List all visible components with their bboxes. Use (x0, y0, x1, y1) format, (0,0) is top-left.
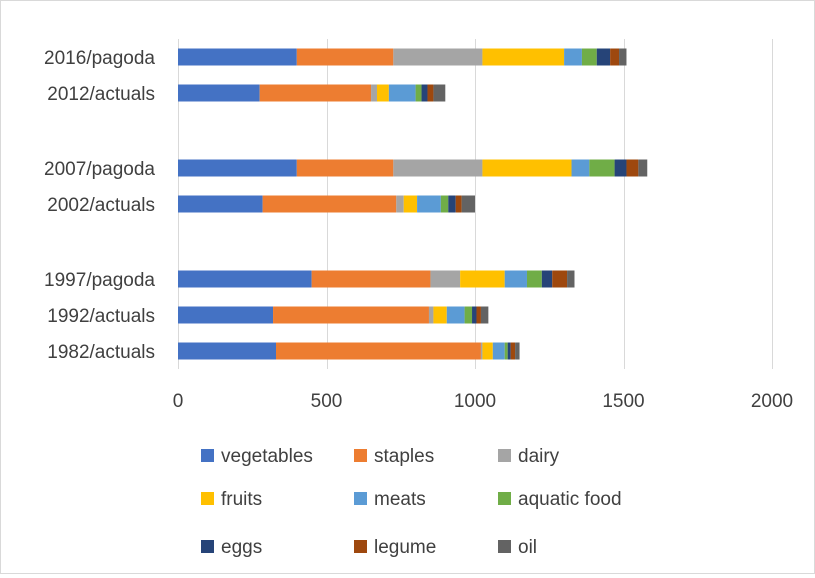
legend-label: meats (374, 489, 426, 510)
bar-segment-oil (515, 342, 520, 360)
bar-segment-eggs (448, 195, 456, 213)
bar-segment-dairy (393, 48, 483, 66)
legend-label: fruits (221, 489, 262, 510)
legend-swatch (498, 492, 511, 505)
x-tick-label: 0 (173, 391, 184, 412)
bar-segment-eggs (614, 159, 627, 177)
bar-segment-staples (273, 306, 429, 324)
bar-segment-eggs (421, 84, 428, 102)
bar-segment-meats (564, 48, 582, 66)
legend-label: dairy (518, 446, 560, 467)
bar-segment-oil (567, 270, 575, 288)
bar-segment-aquatic-food (440, 195, 449, 213)
legend-swatch (201, 449, 214, 462)
bar-segment-oil (480, 306, 489, 324)
bar-segment-fruits (460, 270, 505, 288)
bar-segment-vegetables (178, 48, 297, 66)
bar-segment-dairy (393, 159, 483, 177)
bar-segment-oil (461, 195, 475, 213)
bar-segment-vegetables (178, 306, 274, 324)
bar-segment-dairy (396, 195, 404, 213)
bar-segment-vegetables (178, 270, 312, 288)
bar-segment-staples (296, 48, 394, 66)
category-label: 2002/actuals (47, 195, 155, 216)
bar-segment-meats (446, 306, 465, 324)
bar-segment-legume (610, 48, 620, 66)
bar-segment-fruits (482, 48, 565, 66)
bar-segment-meats (571, 159, 590, 177)
legend-swatch (498, 540, 511, 553)
legend-label: vegetables (221, 446, 313, 467)
bar-segment-legume (455, 195, 462, 213)
bar-segment-fruits (482, 159, 572, 177)
x-tick-label: 2000 (751, 391, 793, 412)
bar-segment-aquatic-food (464, 306, 473, 324)
bar-segment-meats (417, 195, 441, 213)
bar-segment-vegetables (178, 159, 297, 177)
bar-segment-dairy (480, 342, 483, 360)
bar-segment-eggs (541, 270, 553, 288)
x-tick-label: 1000 (454, 391, 496, 412)
bar-segment-dairy (428, 306, 434, 324)
x-tick-label: 1500 (602, 391, 644, 412)
bar-segment-meats (504, 270, 527, 288)
category-label: 1997/pagoda (44, 270, 155, 291)
legend-label: aquatic food (518, 489, 622, 510)
bar-segment-oil (619, 48, 627, 66)
bar-segment-staples (262, 195, 397, 213)
bar-segment-eggs (596, 48, 611, 66)
bar-segment-eggs (472, 306, 477, 324)
bar-segment-aquatic-food (581, 48, 597, 66)
bar-segment-legume (510, 342, 516, 360)
bar-segment-eggs (507, 342, 511, 360)
bar-segment-dairy (430, 270, 461, 288)
bar-segment-aquatic-food (589, 159, 615, 177)
bars (178, 48, 648, 360)
bar-segment-fruits (433, 306, 447, 324)
category-label: 2016/pagoda (44, 48, 155, 69)
category-label: 1992/actuals (47, 306, 155, 327)
bar-segment-fruits (376, 84, 389, 102)
category-label: 1982/actuals (47, 342, 155, 363)
bar-segment-oil (433, 84, 446, 102)
bar-segment-legume (476, 306, 481, 324)
legend-swatch (354, 449, 367, 462)
legend-label: legume (374, 537, 436, 558)
legend-swatch (354, 540, 367, 553)
legend: vegetables staples dairy fruits meats aquatic… (201, 446, 622, 558)
bar-segment-dairy (371, 84, 377, 102)
bar-segment-aquatic-food (415, 84, 422, 102)
category-label: 2007/pagoda (44, 159, 155, 180)
bar-segment-meats (388, 84, 416, 102)
x-tick-label: 500 (311, 391, 343, 412)
bar-segment-staples (259, 84, 372, 102)
bar-segment-oil (638, 159, 648, 177)
bar-segment-staples (296, 159, 394, 177)
category-labels: 2016/pagoda 2012/actuals 2007/pagoda 2002/a… (44, 48, 155, 363)
legend-swatch (201, 540, 214, 553)
bar-segment-vegetables (178, 342, 277, 360)
bar-segment-vegetables (178, 84, 260, 102)
bar-segment-fruits (403, 195, 418, 213)
category-label: 2012/actuals (47, 84, 155, 105)
bar-segment-staples (311, 270, 431, 288)
bar-segment-legume (552, 270, 568, 288)
legend-swatch (498, 449, 511, 462)
legend-label: eggs (221, 537, 262, 558)
legend-label: staples (374, 446, 434, 467)
legend-swatch (354, 492, 367, 505)
x-tick-labels: 0 500 1000 1500 2000 (173, 391, 793, 412)
bar-segment-aquatic-food (526, 270, 542, 288)
bar-segment-legume (427, 84, 434, 102)
legend-label: oil (518, 537, 537, 558)
bar-segment-vegetables (178, 195, 263, 213)
bar-segment-staples (276, 342, 481, 360)
legend-swatch (201, 492, 214, 505)
bar-segment-legume (626, 159, 639, 177)
bar-segment-fruits (482, 342, 493, 360)
bar-segment-aquatic-food (504, 342, 508, 360)
bar-segment-meats (492, 342, 505, 360)
